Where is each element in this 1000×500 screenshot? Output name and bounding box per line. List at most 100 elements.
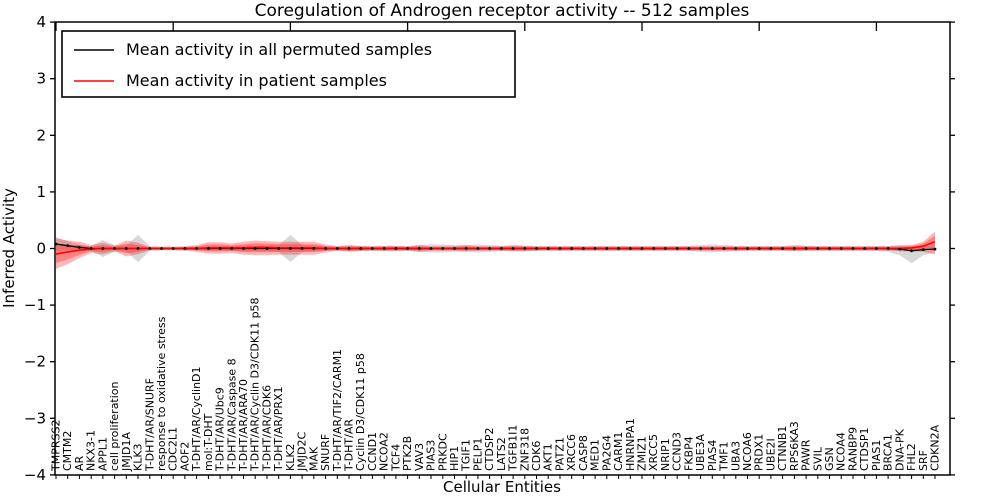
permuted-marker [851,247,855,250]
x-tick-label: SVIL [811,446,824,471]
y-tick-labels: 4 3 2 1 0 −1 −2 −3 −4 [24,13,46,484]
permuted-marker [921,248,925,252]
permuted-marker [582,247,585,250]
x-tick-label: APPL1 [96,437,109,471]
x-tick-label: response to oxidative stress [155,316,168,471]
permuted-marker [253,247,257,250]
x-tick-label: CCND1 [366,432,379,471]
x-tick-label: CARM1 [612,432,625,471]
x-tick-label: CTNNB1 [776,426,789,471]
x-tick-label: HNRNPA1 [624,418,637,471]
permuted-marker [171,247,175,250]
y-tick-label: 4 [36,13,46,31]
permuted-marker [710,247,714,250]
permuted-marker [605,247,609,250]
permuted-marker [933,247,937,251]
x-tick-label: UBE2I [764,438,777,471]
permuted-marker [863,247,867,250]
x-tick-label: TGIF1 [460,439,473,472]
x-tick-label: TGFB1I1 [507,425,520,472]
permuted-marker [136,247,140,250]
x-tick-label: T-DHT/AR/ARA70 [237,379,250,472]
x-tick-label: PAWR [800,439,813,471]
permuted-marker [312,247,316,250]
permuted-marker [148,247,152,250]
permuted-marker [78,246,81,249]
permuted-marker [359,247,363,250]
permuted-marker [839,247,843,250]
x-tick-label: PELP1 [471,438,484,471]
patient-mean-line [55,240,936,255]
permuted-marker [207,247,210,250]
x-axis-label: Cellular Entities [443,478,561,496]
permuted-marker [242,247,245,250]
x-tick-label: PIAS1 [870,440,883,471]
permuted-marker [183,247,187,250]
x-tick-label: ZMIZ1 [636,436,649,471]
x-tick-label: AR [73,455,86,471]
x-tick-label: T-DHT/AR/Caspase 8 [225,358,238,472]
permuted-marker [640,247,644,250]
permuted-marker [417,247,421,250]
x-tick-label: UBE3A [694,433,707,471]
permuted-marker [230,247,234,250]
permuted-marker [675,247,679,250]
x-tick-label: TMF1 [718,441,731,472]
permuted-marker [382,247,386,250]
permuted-marker [793,247,796,250]
permuted-marker [464,247,468,250]
permuted-marker [335,247,339,250]
permuted-marker [113,247,116,250]
x-tick-label: LATS2 [495,437,508,471]
x-tick-label: T-DHT/AR/Ubc9 [214,387,227,472]
permuted-marker [687,247,691,250]
legend-label-patient: Mean activity in patient samples [126,71,387,90]
permuted-marker [769,247,773,250]
x-tick-label: ZNF318 [518,428,531,471]
permuted-marker [558,247,562,250]
permuted-marker [523,247,527,250]
x-tick-label: UBA3 [729,441,742,471]
permuted-marker [324,247,327,250]
x-tick-label: TMPRSS2 [50,420,63,472]
permuted-marker [570,247,574,250]
permuted-marker [898,247,902,251]
x-tick-label: CCND3 [671,432,684,471]
y-axis-label: Inferred Activity [0,188,18,308]
permuted-marker [101,247,105,250]
x-tick-label: PRKDC [436,433,449,471]
permuted-marker [828,247,831,250]
x-tick-label: NCOA4 [835,432,848,471]
x-tick-label: T-DHT/AR/Cyclin D3/CDK11 p58 [249,297,262,472]
patient-band-outer [56,231,935,269]
permuted-marker [453,247,456,250]
x-tick-label: NRIP1 [659,438,672,471]
x-tick-label: CTDSP1 [858,428,871,471]
x-tick-label: mol:T-DHT [202,413,215,471]
permuted-marker [300,247,304,250]
permuted-marker [652,247,656,250]
permuted-marker [757,247,761,250]
x-tick-label: DNA-PK [893,428,906,471]
permuted-marker [160,247,163,250]
x-tick-label: JMJD1A [120,432,133,472]
permuted-marker [746,247,749,250]
x-tick-label: CDKN2A [929,424,942,471]
x-tick-label: FHL2 [905,443,918,471]
permuted-marker [289,247,292,250]
permuted-marker [910,249,913,253]
permuted-marker [124,247,128,250]
permuted-marker [347,247,351,250]
x-tick-label: JMJD2C [296,432,309,472]
x-tick-label: CMTM2 [61,431,74,471]
x-tick-label: SNURF [319,434,332,471]
y-tick-label: 0 [36,240,46,258]
permuted-marker [875,247,878,250]
x-tick-label: SRF [917,450,930,471]
x-tick-label: MAK [307,446,320,471]
y-tick-label: 2 [36,126,46,144]
axis-ticks [50,21,955,479]
y-tick-label: 3 [36,70,46,88]
permuted-marker [429,247,433,250]
